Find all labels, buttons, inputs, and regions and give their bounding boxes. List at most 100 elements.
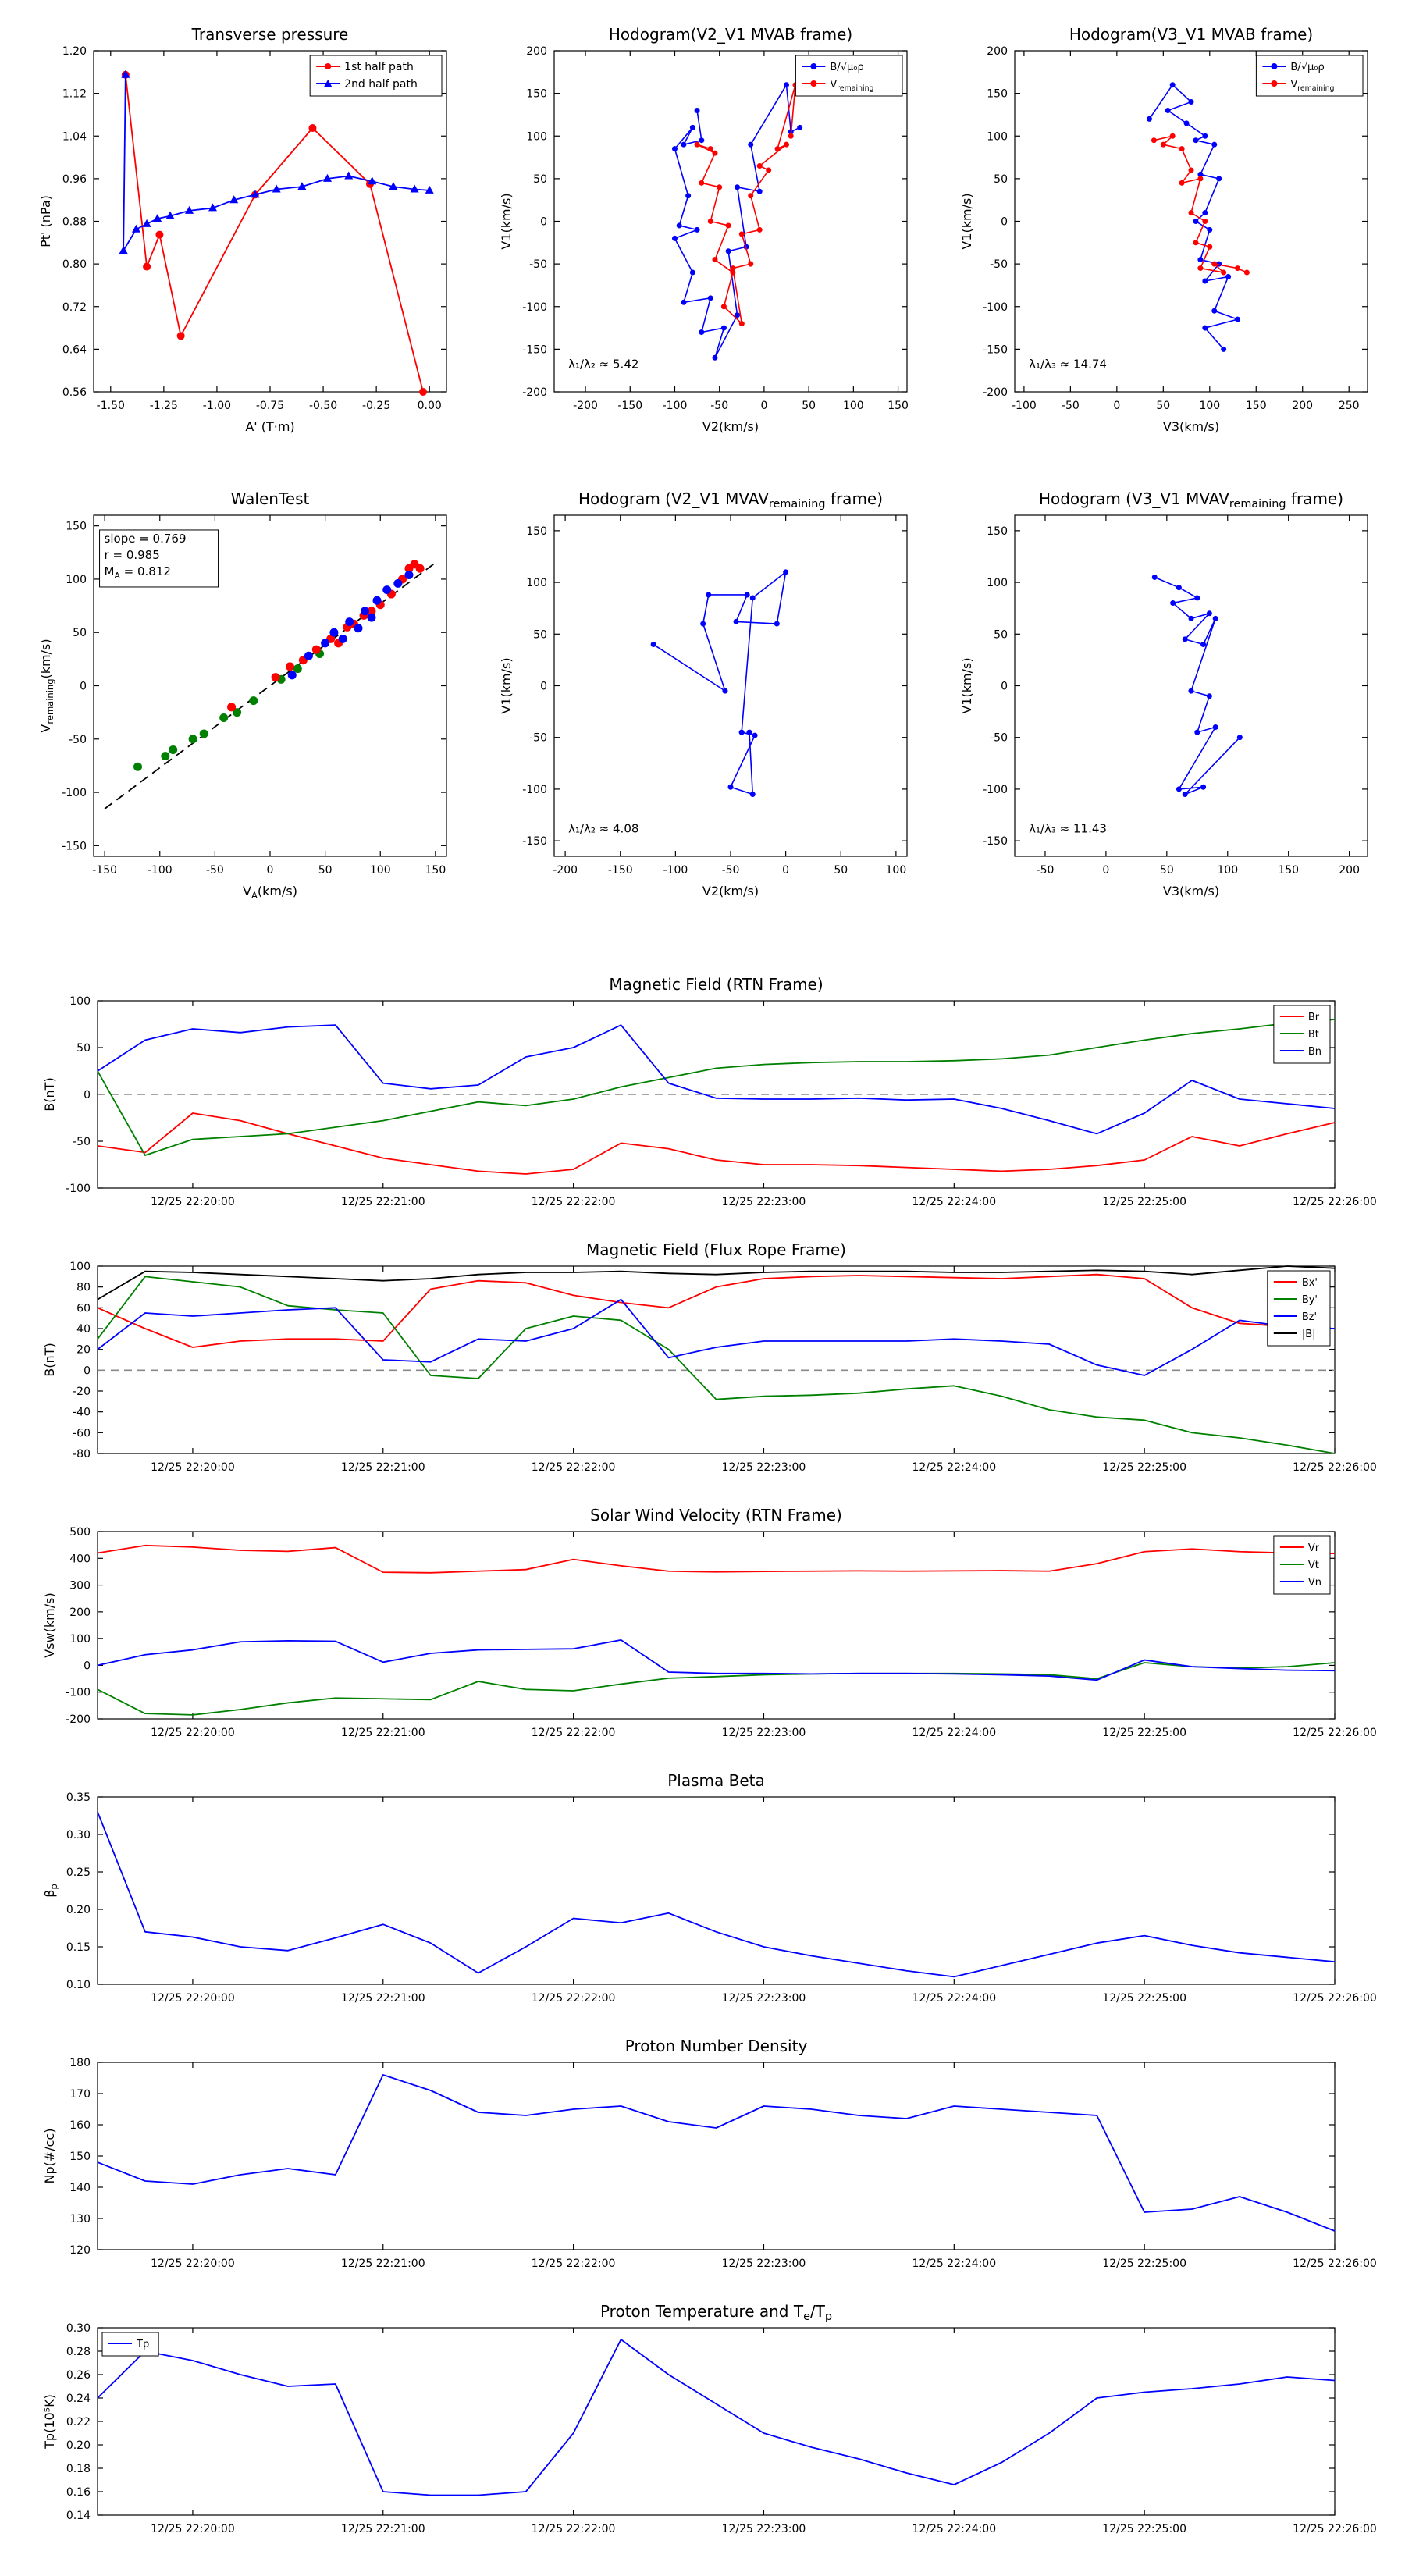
svg-text:12/25 22:26:00: 12/25 22:26:00 (1293, 1992, 1377, 2005)
svg-text:B(nT): B(nT) (42, 1077, 57, 1111)
svg-text:0.35: 0.35 (66, 1791, 91, 1804)
svg-text:100: 100 (1199, 400, 1220, 412)
svg-text:100: 100 (69, 1261, 91, 1273)
svg-text:0.26: 0.26 (66, 2369, 91, 2382)
svg-text:-100: -100 (522, 784, 547, 796)
svg-text:-200: -200 (522, 386, 547, 399)
svg-text:60: 60 (76, 1302, 91, 1315)
svg-text:0.96: 0.96 (62, 173, 87, 186)
svg-text:Tp: Tp (136, 2339, 149, 2350)
svg-text:-150: -150 (522, 343, 547, 356)
svg-text:-50: -50 (529, 732, 547, 745)
magnetic-field-rtn-chart: 12/25 22:20:00 12/25 22:21:00 12/25 22:22:… (23, 968, 1382, 1226)
svg-text:V3(km/s): V3(km/s) (1163, 419, 1219, 434)
svg-text:A' (T·m): A' (T·m) (245, 419, 294, 434)
svg-text:λ₁/λ₃ ≈ 14.74: λ₁/λ₃ ≈ 14.74 (1029, 357, 1107, 371)
svg-text:MA = 0.812: MA = 0.812 (105, 564, 171, 581)
svg-text:-150: -150 (522, 835, 547, 848)
svg-text:Vremaining: Vremaining (1290, 79, 1334, 93)
svg-text:slope = 0.769: slope = 0.769 (105, 532, 187, 546)
svg-text:-100: -100 (983, 784, 1008, 796)
svg-text:λ₁/λ₂ ≈ 5.42: λ₁/λ₂ ≈ 5.42 (568, 357, 638, 371)
svg-text:-200: -200 (553, 864, 578, 877)
svg-text:12/25 22:20:00: 12/25 22:20:00 (151, 1461, 235, 1474)
svg-text:100: 100 (69, 995, 91, 1008)
svg-text:12/25 22:21:00: 12/25 22:21:00 (341, 1461, 425, 1474)
svg-text:100: 100 (1217, 864, 1238, 877)
svg-text:Hodogram (V2_V1 MVAVremaining: Hodogram (V2_V1 MVAVremaining frame) (578, 489, 883, 511)
svg-text:Bz': Bz' (1302, 1311, 1317, 1323)
svg-text:12/25 22:20:00: 12/25 22:20:00 (151, 1196, 235, 1208)
svg-text:0.30: 0.30 (66, 2322, 91, 2335)
svg-text:12/25 22:24:00: 12/25 22:24:00 (912, 1196, 996, 1208)
svg-text:-50: -50 (69, 734, 87, 746)
svg-text:12/25 22:21:00: 12/25 22:21:00 (341, 2523, 425, 2535)
magnetic-field-flux-rope-chart: 12/25 22:20:00 12/25 22:21:00 12/25 22:22:… (23, 1233, 1382, 1491)
svg-text:-100: -100 (62, 787, 87, 799)
svg-text:Hodogram(V2_V1 MVAB frame): Hodogram(V2_V1 MVAB frame) (609, 25, 852, 44)
svg-text:12/25 22:26:00: 12/25 22:26:00 (1293, 2258, 1377, 2270)
svg-text:50: 50 (1160, 864, 1174, 877)
svg-text:Np(#/cc): Np(#/cc) (42, 2129, 57, 2184)
svg-text:0: 0 (540, 681, 547, 693)
svg-text:12/25 22:24:00: 12/25 22:24:00 (912, 1461, 996, 1474)
svg-text:50: 50 (994, 173, 1008, 186)
svg-text:1.20: 1.20 (62, 45, 87, 58)
svg-text:Proton Number Density: Proton Number Density (625, 2037, 808, 2055)
plasma-beta-chart: 12/25 22:20:00 12/25 22:21:00 12/25 22:22:… (23, 1764, 1382, 2022)
svg-text:-40: -40 (73, 1407, 91, 1419)
svg-text:0.10: 0.10 (66, 1979, 91, 1991)
svg-text:150: 150 (987, 525, 1008, 538)
svg-text:-100: -100 (663, 864, 688, 877)
svg-text:0: 0 (80, 681, 87, 693)
svg-text:Br: Br (1308, 1012, 1320, 1023)
svg-text:0.14: 0.14 (66, 2510, 91, 2522)
svg-text:0.24: 0.24 (66, 2393, 91, 2405)
svg-text:0: 0 (84, 1660, 91, 1672)
svg-text:12/25 22:26:00: 12/25 22:26:00 (1293, 1196, 1377, 1208)
svg-text:170: 170 (69, 2088, 91, 2101)
svg-text:-20: -20 (73, 1386, 91, 1398)
svg-text:Vn: Vn (1308, 1577, 1321, 1589)
svg-text:130: 130 (69, 2213, 91, 2226)
svg-text:-100: -100 (1012, 400, 1037, 412)
svg-text:0: 0 (782, 864, 789, 877)
svg-text:12/25 22:20:00: 12/25 22:20:00 (151, 2258, 235, 2270)
svg-text:150: 150 (1278, 864, 1299, 877)
svg-text:V1(km/s): V1(km/s) (499, 657, 514, 713)
svg-text:200: 200 (987, 45, 1008, 58)
svg-text:B(nT): B(nT) (42, 1343, 57, 1376)
svg-text:0: 0 (1102, 864, 1109, 877)
svg-text:Magnetic Field (Flux Rope Fram: Magnetic Field (Flux Rope Frame) (586, 1240, 846, 1259)
svg-text:-50: -50 (990, 732, 1008, 745)
svg-text:0.56: 0.56 (62, 386, 87, 399)
svg-text:B/√μ₀ρ: B/√μ₀ρ (1290, 62, 1324, 73)
svg-text:150: 150 (887, 400, 909, 412)
svg-text:Vremaining(km/s): Vremaining(km/s) (38, 639, 55, 732)
svg-text:-0.25: -0.25 (362, 400, 390, 412)
svg-text:Bt: Bt (1308, 1029, 1319, 1041)
svg-text:-150: -150 (92, 864, 117, 877)
svg-text:-150: -150 (617, 400, 642, 412)
svg-text:-0.75: -0.75 (256, 400, 284, 412)
svg-text:0.80: 0.80 (62, 258, 87, 271)
svg-text:80: 80 (76, 1282, 91, 1294)
svg-text:Proton Temperature and Te/Tp: Proton Temperature and Te/Tp (600, 2302, 832, 2323)
svg-text:1st half path: 1st half path (344, 61, 414, 73)
svg-text:1.12: 1.12 (62, 88, 87, 101)
svg-text:140: 140 (69, 2182, 91, 2194)
svg-text:12/25 22:24:00: 12/25 22:24:00 (912, 1727, 996, 1739)
svg-text:250: 250 (1339, 400, 1360, 412)
svg-text:300: 300 (69, 1580, 91, 1592)
svg-text:-1.25: -1.25 (150, 400, 178, 412)
svg-text:2nd half path: 2nd half path (344, 78, 418, 91)
svg-text:-200: -200 (983, 386, 1008, 399)
svg-text:100: 100 (69, 1633, 91, 1646)
svg-text:-50: -50 (722, 864, 740, 877)
svg-text:λ₁/λ₂ ≈ 4.08: λ₁/λ₂ ≈ 4.08 (568, 821, 638, 835)
svg-text:12/25 22:23:00: 12/25 22:23:00 (722, 1196, 806, 1208)
svg-text:12/25 22:22:00: 12/25 22:22:00 (532, 1992, 616, 2005)
svg-text:0: 0 (1113, 400, 1120, 412)
svg-text:12/25 22:26:00: 12/25 22:26:00 (1293, 1727, 1377, 1739)
svg-text:150: 150 (526, 88, 547, 101)
